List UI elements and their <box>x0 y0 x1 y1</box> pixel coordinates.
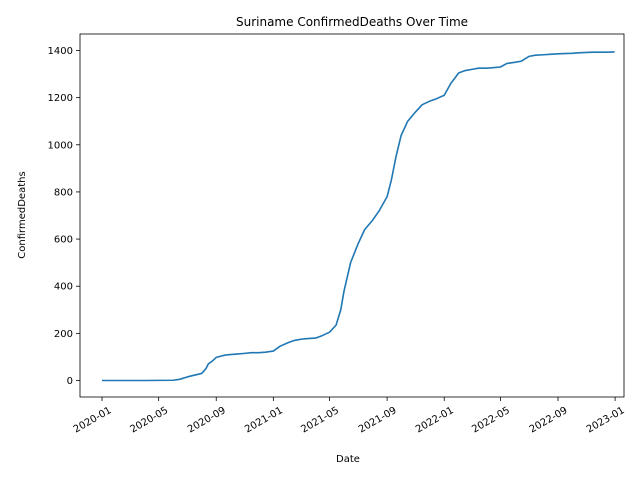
x-tick-label: 2020-01 <box>72 405 114 435</box>
y-tick-label: 800 <box>54 187 73 198</box>
y-axis-ticks: 0 200 400 600 800 1000 1200 1400 <box>48 46 80 387</box>
y-axis-label: ConfirmedDeaths <box>17 171 28 258</box>
x-tick-label: 2022-09 <box>528 405 570 435</box>
plot-area <box>80 10 624 398</box>
x-tick-label: 2021-01 <box>243 405 285 435</box>
x-axis-ticks: 2020-01 2020-05 2020-09 2021-01 2021-05 2021-… <box>72 397 627 435</box>
x-tick-label: 2021-09 <box>357 405 399 435</box>
y-tick-label: 400 <box>54 282 73 293</box>
x-tick-label: 2023-01 <box>585 405 627 435</box>
x-tick-label: 2022-01 <box>414 405 456 435</box>
series-line <box>102 51 615 382</box>
x-tick-label: 2020-09 <box>186 405 228 435</box>
y-tick-label: 200 <box>54 329 73 340</box>
y-tick-label: 1200 <box>48 93 73 104</box>
x-tick-label: 2020-05 <box>128 405 170 435</box>
plot-frame <box>79 33 625 398</box>
x-tick-label: 2021-05 <box>299 405 341 435</box>
x-tick-label: 2022-05 <box>470 405 512 435</box>
y-tick-label: 0 <box>67 376 73 387</box>
x-axis-label: Date <box>336 454 360 465</box>
chart-title: Suriname ConfirmedDeaths Over Time <box>236 15 468 29</box>
y-tick-label: 600 <box>54 235 73 246</box>
y-tick-label: 1000 <box>48 140 73 151</box>
y-tick-label: 1400 <box>48 46 73 57</box>
